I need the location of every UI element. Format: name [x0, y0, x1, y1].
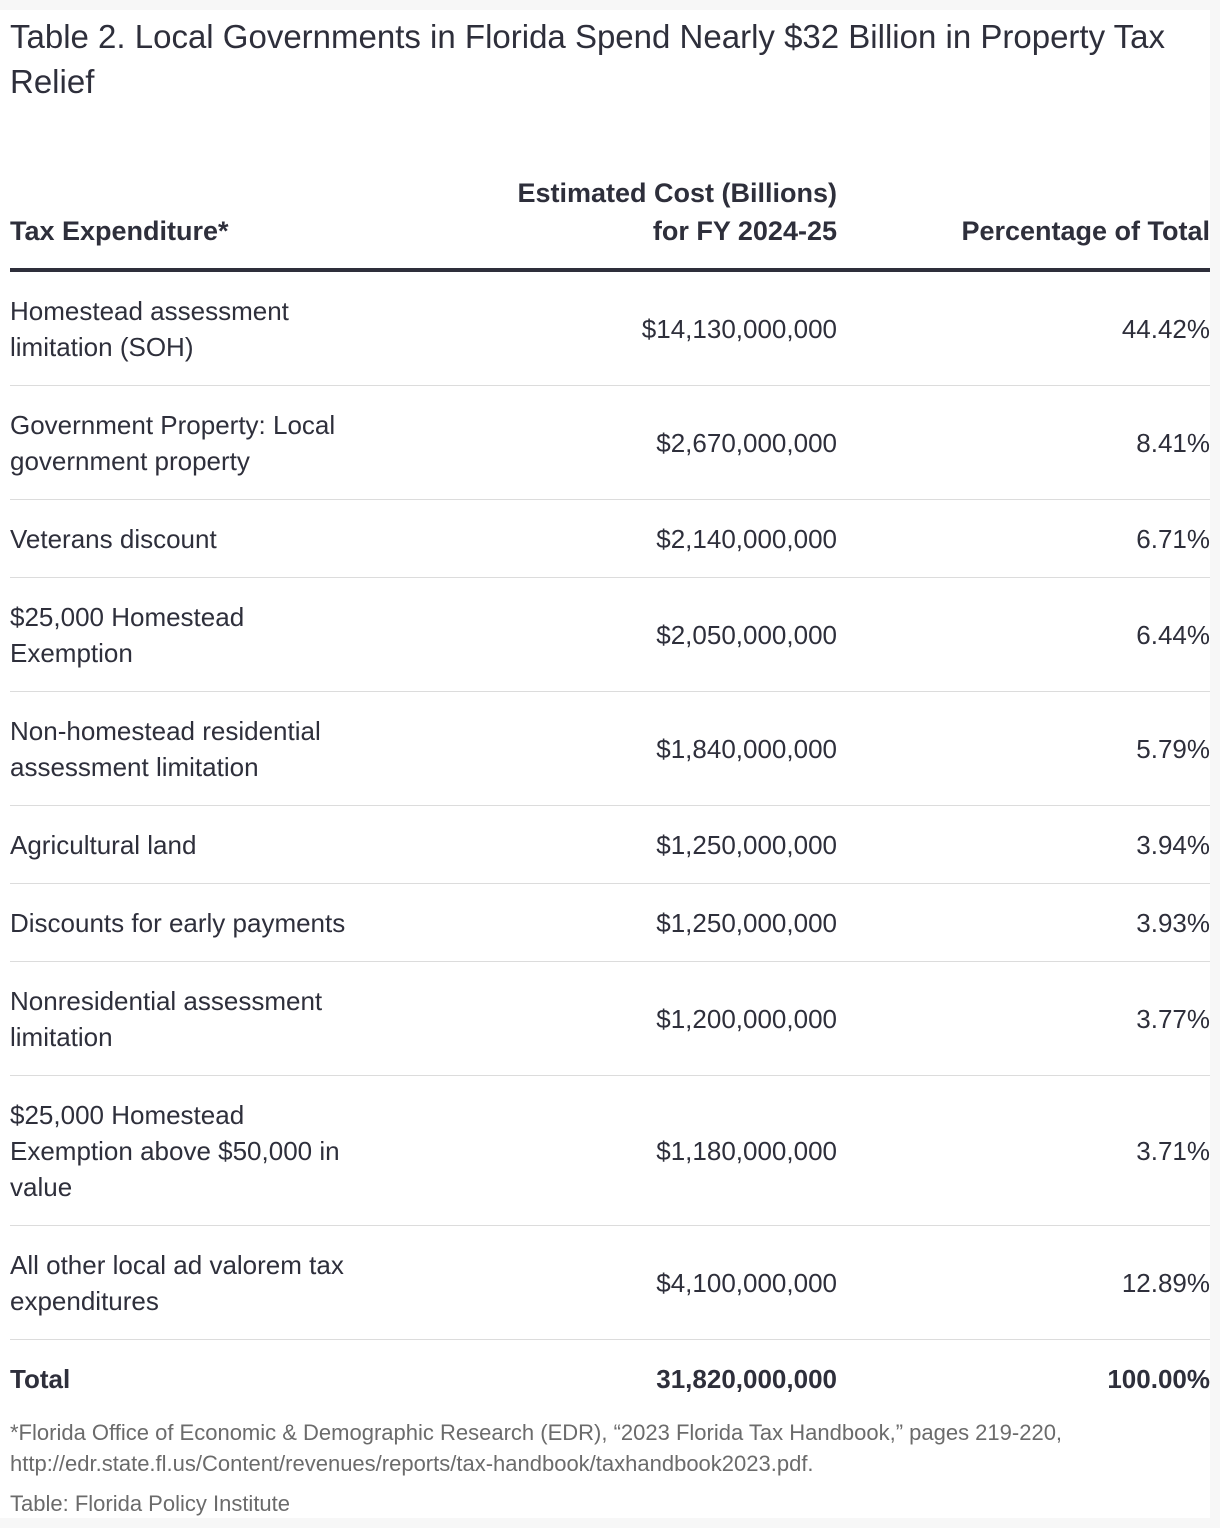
expenditure-cell: Homestead assessment limitation (SOH) — [10, 270, 380, 386]
cost-cell: $2,050,000,000 — [380, 577, 837, 692]
table-row: Government Property: Local government pr… — [10, 385, 1210, 500]
percent-cell: 6.44% — [837, 577, 1210, 692]
cost-cell: $2,140,000,000 — [380, 499, 837, 578]
table-title: Table 2. Local Governments in Florida Sp… — [10, 18, 1165, 100]
cost-cell: $1,180,000,000 — [380, 1075, 837, 1226]
expenditure-cell: Nonresidential assessment limitation — [10, 961, 380, 1076]
percent-cell: 3.71% — [837, 1075, 1210, 1226]
table-row: Veterans discount $2,140,000,000 6.71% — [10, 499, 1210, 578]
table-row: Agricultural land $1,250,000,000 3.94% — [10, 805, 1210, 884]
cost-cell: $1,250,000,000 — [380, 805, 837, 884]
cost-cell: $1,250,000,000 — [380, 883, 837, 962]
table-row: Discounts for early payments $1,250,000,0… — [10, 883, 1210, 962]
tax-expenditure-table: Tax Expenditure* Estimated Cost (Billion… — [10, 158, 1210, 1417]
percent-cell: 44.42% — [837, 270, 1210, 386]
cost-cell: $14,130,000,000 — [380, 270, 837, 386]
footnote: *Florida Office of Economic & Demographi… — [10, 1420, 1063, 1476]
expenditure-cell: Non-homestead residential assessment lim… — [10, 691, 380, 806]
table-row: $25,000 Homestead Exemption $2,050,000,00… — [10, 577, 1210, 692]
expenditure-cell: Agricultural land — [10, 805, 380, 884]
expenditure-cell: $25,000 Homestead Exemption — [10, 577, 380, 692]
percent-cell: 3.93% — [837, 883, 1210, 962]
cost-cell: $2,670,000,000 — [380, 385, 837, 500]
expenditure-cell: All other local ad valorem tax expenditu… — [10, 1225, 380, 1340]
percent-cell: 5.79% — [837, 691, 1210, 806]
table-card: Table 2. Local Governments in Florida Sp… — [0, 10, 1210, 1518]
table-row: Non-homestead residential assessment lim… — [10, 691, 1210, 806]
column-header-percentage: Percentage of Total — [837, 158, 1210, 272]
percent-cell: 3.94% — [837, 805, 1210, 884]
table-row: All other local ad valorem tax expenditu… — [10, 1225, 1210, 1340]
table-body: Homestead assessment limitation (SOH) $14… — [10, 270, 1210, 1417]
column-header-cost: Estimated Cost (Billions) for FY 2024-25 — [380, 158, 837, 272]
total-percent-cell: 100.00% — [1107, 1364, 1210, 1394]
expenditure-cell: Discounts for early payments — [10, 883, 380, 962]
percent-cell: 8.41% — [837, 385, 1210, 500]
cost-cell: $1,840,000,000 — [380, 691, 837, 806]
expenditure-cell: $25,000 Homestead Exemption above $50,00… — [10, 1075, 380, 1226]
table-row: Nonresidential assessment limitation $1,2… — [10, 961, 1210, 1076]
percent-cell: 3.77% — [837, 961, 1210, 1076]
cost-cell: $4,100,000,000 — [380, 1225, 837, 1340]
cost-cell: $1,200,000,000 — [380, 961, 837, 1076]
column-header-expenditure: Tax Expenditure* — [10, 158, 380, 272]
total-row: Total 31,820,000,000 100.00% — [10, 1340, 1210, 1418]
header-row: Tax Expenditure* Estimated Cost (Billion… — [10, 158, 1210, 272]
percent-cell: 12.89% — [837, 1225, 1210, 1340]
percent-cell: 6.71% — [837, 499, 1210, 578]
table-row: Homestead assessment limitation (SOH) $14… — [10, 270, 1210, 386]
source-credit: Table: Florida Policy Institute — [10, 1491, 291, 1516]
expenditure-cell: Veterans discount — [10, 499, 380, 578]
table-row: $25,000 Homestead Exemption above $50,00… — [10, 1075, 1210, 1226]
expenditure-cell: Government Property: Local government pr… — [10, 385, 380, 500]
total-cost-cell: 31,820,000,000 — [656, 1364, 837, 1394]
total-label-cell: Total — [10, 1364, 71, 1394]
